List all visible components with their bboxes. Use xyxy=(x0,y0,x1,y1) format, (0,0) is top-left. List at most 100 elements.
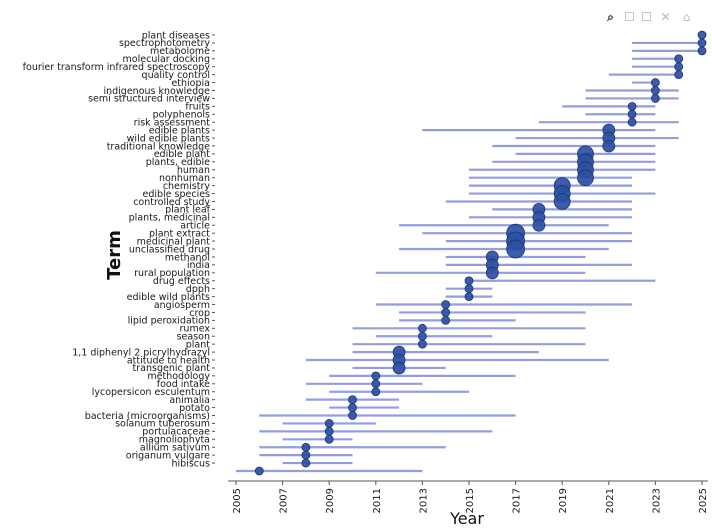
term-label: fruits xyxy=(185,102,210,113)
term-label: human xyxy=(177,165,210,176)
term-label: edible plants xyxy=(149,125,210,136)
term-bubble[interactable] xyxy=(348,411,357,420)
term-label: plants, medicinal xyxy=(129,213,210,224)
term-label: edible plant xyxy=(154,149,211,160)
term-label: edible wild plants xyxy=(127,292,210,303)
term-bubble[interactable] xyxy=(577,169,594,187)
term-label: season xyxy=(177,332,210,343)
term-label: metabolome xyxy=(150,46,210,57)
term-label: food intake xyxy=(157,379,210,390)
term-label: ethiopia xyxy=(171,78,210,89)
term-bubble[interactable] xyxy=(697,38,707,48)
term-label: spectrophotometry xyxy=(119,38,210,49)
term-bubble[interactable] xyxy=(627,101,637,111)
zoom-in-icon[interactable] xyxy=(625,12,634,21)
term-label: lipid peroxidation xyxy=(128,316,210,327)
zoom-icon[interactable]: ⌕ xyxy=(607,9,614,24)
term-label: plant extract xyxy=(149,228,210,239)
term-label: plant diseases xyxy=(142,30,210,41)
term-label: methodology xyxy=(147,371,210,382)
term-label: unclassified drug xyxy=(129,244,210,255)
term-label: medicinal plant xyxy=(137,236,211,247)
term-bubble[interactable] xyxy=(697,30,707,40)
term-bubble[interactable] xyxy=(651,78,660,87)
term-label: quality control xyxy=(142,70,210,81)
term-labels: plant diseasesspectrophotometrymetabolom… xyxy=(23,30,215,469)
term-label: 1,1 diphenyl 2 picrylhydrazyl xyxy=(72,347,210,358)
term-bubble[interactable] xyxy=(553,193,571,210)
term-bubble[interactable] xyxy=(301,458,311,468)
home-icon[interactable]: ⌂ xyxy=(682,9,691,24)
term-bubble[interactable] xyxy=(464,284,474,294)
term-bubble[interactable] xyxy=(532,218,546,232)
term-bubble[interactable] xyxy=(674,70,684,80)
x-tick-label: 2013 xyxy=(418,488,429,513)
x-tick-label: 2011 xyxy=(372,488,383,513)
term-bubble[interactable] xyxy=(674,54,684,64)
zoom-out-icon[interactable] xyxy=(642,12,651,21)
term-bubble[interactable] xyxy=(602,139,616,153)
term-label: potato xyxy=(179,403,210,414)
term-label: drug effects xyxy=(153,276,210,287)
term-label: origanum vulgare xyxy=(126,450,210,461)
term-bubble[interactable] xyxy=(651,86,660,95)
term-bubble[interactable] xyxy=(464,276,474,286)
term-bubble[interactable] xyxy=(485,266,499,280)
term-bubble[interactable] xyxy=(627,109,637,119)
term-label: plant leaf xyxy=(165,205,211,216)
term-bubble[interactable] xyxy=(674,62,684,72)
term-label: controlled study xyxy=(133,197,210,208)
y-axis-title: Term xyxy=(104,230,125,280)
term-label: wild edible plants xyxy=(127,133,210,144)
x-tick-label: 2019 xyxy=(558,488,569,513)
term-label: rumex xyxy=(180,324,211,335)
term-bubble[interactable] xyxy=(371,387,381,397)
term-bubble[interactable] xyxy=(697,46,707,56)
term-bubble[interactable] xyxy=(506,239,525,259)
term-label: solanum tuberosum xyxy=(115,419,210,430)
term-label: rural population xyxy=(134,268,210,279)
x-tick-label: 2009 xyxy=(325,488,336,513)
term-bubble[interactable] xyxy=(441,315,451,325)
term-label: transgenic plant xyxy=(133,363,211,374)
term-label: nonhuman xyxy=(159,173,210,184)
term-label: crop xyxy=(189,308,210,319)
term-bubble[interactable] xyxy=(417,339,427,349)
term-bubble[interactable] xyxy=(301,450,311,460)
term-bubble[interactable] xyxy=(348,403,357,412)
term-label: attitude to health xyxy=(127,355,210,366)
term-bubble[interactable] xyxy=(324,426,334,436)
term-label: polyphenols xyxy=(153,110,210,121)
term-bubble[interactable] xyxy=(324,434,334,444)
x-axis-title: Year xyxy=(449,509,484,528)
term-bubble[interactable] xyxy=(301,442,311,452)
term-bubble[interactable] xyxy=(651,94,660,103)
term-bubble[interactable] xyxy=(392,361,406,375)
term-bubble[interactable] xyxy=(254,466,264,476)
term-bubble[interactable] xyxy=(417,323,427,333)
term-bubble[interactable] xyxy=(371,371,381,381)
term-bubble[interactable] xyxy=(441,308,451,317)
term-bubble[interactable] xyxy=(417,331,427,341)
term-bubble[interactable] xyxy=(371,379,381,389)
term-bubble[interactable] xyxy=(441,300,451,309)
bars-layer xyxy=(236,41,702,473)
term-label: portulacaceae xyxy=(142,427,210,438)
term-label: traditional knowledge xyxy=(107,141,210,152)
term-bubble[interactable] xyxy=(627,117,637,127)
term-bubble[interactable] xyxy=(324,419,334,428)
reset-icon[interactable]: ✕ xyxy=(660,9,671,24)
term-bubble[interactable] xyxy=(348,395,357,405)
term-label: animalia xyxy=(169,395,210,406)
term-bubble[interactable] xyxy=(464,292,474,302)
term-label: chemistry xyxy=(163,181,211,192)
term-label: methanol xyxy=(165,252,210,263)
x-axis: 2005 2007 2009 2011 2013 2015 2017 2019 2021 2023… xyxy=(228,480,709,513)
x-tick-label: 2005 xyxy=(232,488,243,513)
term-label: plants, edible xyxy=(146,157,210,168)
term-label: angiosperm xyxy=(154,300,210,311)
term-label: dpph xyxy=(186,284,210,295)
term-label: lycopersicon esculentum xyxy=(92,387,210,398)
term-label: article xyxy=(180,221,210,232)
